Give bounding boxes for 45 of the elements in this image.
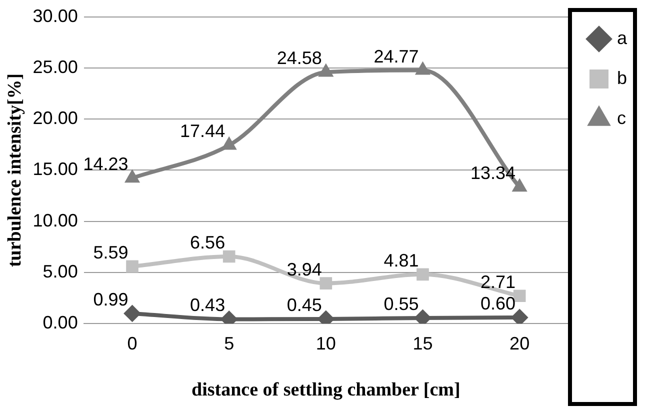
y-tick-label: 15.00: [32, 159, 78, 180]
y-tick-label: 0.00: [42, 312, 78, 333]
data-label: 0.60: [480, 293, 516, 314]
data-label: 24.77: [374, 46, 419, 66]
point: [416, 268, 429, 281]
x-tick-label: 0: [127, 333, 138, 354]
legend-label: b: [616, 68, 628, 88]
point: [222, 250, 236, 263]
data-label: 24.58: [276, 48, 322, 68]
legend-label: a: [616, 28, 628, 48]
data-label: 6.56: [190, 232, 226, 252]
data-label: 3.94: [286, 259, 322, 280]
data-label: 5.59: [93, 242, 128, 262]
data-label: 0.99: [93, 289, 128, 310]
x-tick-label: 20: [510, 333, 530, 354]
point: [320, 277, 332, 290]
y-tick-label: 5.00: [42, 261, 78, 282]
x-tick-label: 10: [316, 333, 336, 354]
data-label: 14.23: [83, 154, 128, 174]
point: [222, 136, 237, 150]
y-tick-label: 10.00: [32, 210, 78, 230]
data-label: 17.44: [180, 121, 226, 142]
x-tick-label: 15: [412, 333, 433, 354]
y-tick-label: 30.00: [32, 6, 78, 26]
point: [512, 178, 528, 192]
x-tick-label: 5: [224, 333, 234, 354]
data-label: 0.45: [286, 294, 322, 315]
y-axis-title: turbulence intensity[%]: [4, 73, 26, 268]
point: [511, 308, 528, 324]
point: [414, 309, 432, 324]
point: [318, 64, 334, 77]
x-axis-title: distance of settling chamber [cm]: [192, 380, 460, 401]
legend-label: c: [616, 108, 626, 128]
point: [415, 62, 430, 75]
data-label: 0.43: [190, 295, 226, 316]
data-label: 13.34: [470, 163, 516, 184]
point: [124, 170, 140, 183]
point: [126, 260, 138, 273]
point: [513, 290, 526, 302]
data-label: 0.55: [384, 294, 419, 314]
data-label: 4.81: [384, 250, 419, 270]
point: [124, 304, 141, 322]
y-tick-label: 20.00: [32, 108, 78, 128]
data-label: 2.71: [480, 272, 516, 292]
y-tick-label: 25.00: [32, 56, 78, 77]
